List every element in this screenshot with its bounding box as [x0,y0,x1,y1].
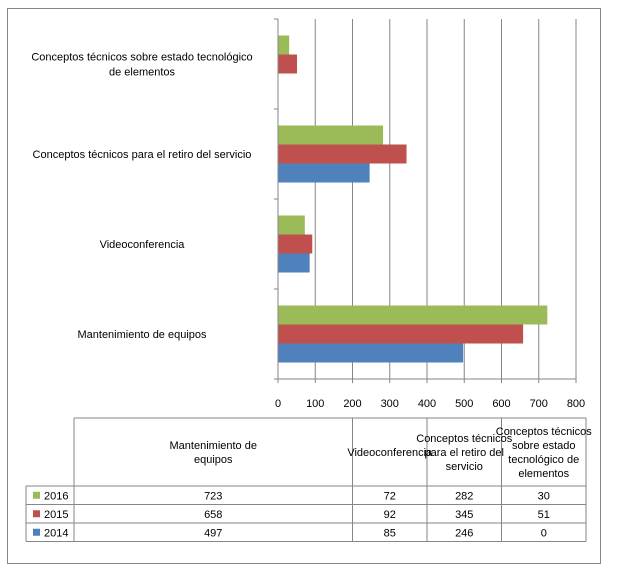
tick-label: 700 [530,398,548,410]
bar-chart: Mantenimiento de equipos Videoconferencia… [25,18,592,542]
bar [278,305,548,325]
table-value: 30 [538,490,550,502]
bar [278,215,305,235]
tick-label: 100 [306,398,324,410]
chart-frame: Mantenimiento de equipos Videoconferencia… [7,8,601,564]
tick-label: 0 [275,398,281,410]
table-header: Conceptos técnicos [496,426,592,438]
table-header: para el retiro del [425,447,505,459]
bar [278,234,313,254]
category-label: Conceptos técnicos para el retiro del se… [33,149,252,161]
tick-label: 800 [567,398,585,410]
category-label: Conceptos técnicos sobre estado tecnológ… [31,52,252,64]
legend-label: 2014 [44,527,68,539]
table-value: 246 [455,527,473,539]
bar [278,324,524,344]
table-header: tecnológico de [508,454,579,466]
table-header: Conceptos técnicos [416,433,512,445]
legend-label: 2016 [44,490,68,502]
table-value: 85 [384,527,396,539]
bar [278,163,370,183]
table-value: 345 [455,509,473,521]
table-value: 497 [204,527,222,539]
table-value: 658 [204,509,222,521]
tick-label: 200 [343,398,361,410]
table-header: elementos [518,468,569,480]
tick-label: 600 [492,398,510,410]
table-header: Videoconferencia [347,447,433,459]
bar [278,144,407,164]
bar [278,125,384,145]
legend-key [33,491,40,499]
table-header: servicio [446,461,483,473]
table-header: equipos [194,454,233,466]
category-label: de elementos [109,67,176,79]
legend-key [33,528,40,536]
table-value: 723 [204,490,222,502]
bar [278,35,290,55]
legend-label: 2015 [44,509,68,521]
category-label: Mantenimiento de equipos [77,329,207,341]
bar [278,54,297,74]
tick-label: 500 [455,398,473,410]
bar [278,253,310,273]
table-header: Mantenimiento de [170,440,257,452]
table-header: sobre estado [512,440,576,452]
tick-label: 300 [381,398,399,410]
table-value: 0 [541,527,547,539]
table-value: 51 [538,509,550,521]
table-value: 282 [455,490,473,502]
legend-key [33,510,40,518]
tick-label: 400 [418,398,436,410]
table-value: 72 [384,490,396,502]
category-label: Videoconferencia [100,239,186,251]
bar [278,343,464,363]
table-value: 92 [384,509,396,521]
